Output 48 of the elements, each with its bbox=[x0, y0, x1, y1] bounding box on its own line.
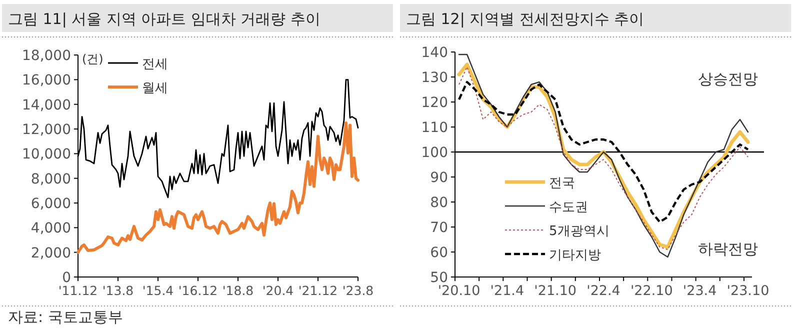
line-series bbox=[76, 121, 360, 254]
x-tick-label: '22.4 bbox=[586, 283, 620, 299]
x-tick-label: '23.4 bbox=[682, 283, 717, 299]
legend-label: 기타지방 bbox=[549, 248, 601, 263]
x-tick-label: '21.4 bbox=[490, 283, 524, 299]
y-tick-label: 6,000 bbox=[30, 196, 71, 212]
chart-title: 그림 11| 서울 지역 아파트 임대차 거래량 추이 bbox=[8, 10, 321, 28]
y-tick-label: 120 bbox=[421, 95, 448, 111]
y-tick-label: 90 bbox=[430, 170, 448, 186]
y-tick-label: 130 bbox=[421, 70, 448, 86]
y-tick-label: 12,000 bbox=[22, 122, 71, 138]
y-tick-label: 8,000 bbox=[30, 171, 71, 188]
legend-label: 월세 bbox=[142, 81, 168, 96]
x-tick-label: '23.10 bbox=[726, 283, 770, 299]
x-tick-label: '22.10 bbox=[630, 283, 673, 299]
x-tick-label: '13.8 bbox=[102, 283, 134, 298]
x-tick-label: '23.8 bbox=[342, 283, 374, 298]
y-tick-label: 0 bbox=[62, 270, 71, 286]
y-tick-label: 60 bbox=[430, 245, 448, 261]
y-tick-label: 100 bbox=[421, 145, 448, 161]
annotation: 상승전망 bbox=[698, 70, 758, 88]
y-tick-label: 14,000 bbox=[22, 97, 71, 114]
y-tick-label: 18,000 bbox=[22, 48, 71, 64]
x-tick-label: '20.10 bbox=[438, 283, 480, 299]
x-tick-label: '16.12 bbox=[178, 283, 218, 298]
y-tick-label: 70 bbox=[430, 220, 448, 236]
chart-title: 그림 12| 지역별 전세전망지수 추이 bbox=[406, 10, 644, 28]
y-tick-label: 4,000 bbox=[30, 220, 71, 237]
y-tick-label: 110 bbox=[421, 120, 448, 136]
text: 자료: 국토교통부 bbox=[8, 308, 123, 326]
x-tick-label: '21.10 bbox=[534, 283, 577, 299]
x-tick-label: '15.4 bbox=[142, 283, 174, 298]
x-tick-label: '20.4 bbox=[262, 283, 294, 298]
legend-label: 수도권 bbox=[549, 200, 588, 215]
x-tick-label: '21.12 bbox=[298, 283, 338, 298]
y-tick-label: 50 bbox=[430, 270, 448, 286]
annotation: 하락전망 bbox=[698, 240, 758, 258]
legend-label: 전세 bbox=[142, 57, 168, 72]
legend-label: 5개광역시 bbox=[549, 224, 610, 239]
y-tick-label: 16,000 bbox=[22, 72, 71, 89]
legend-label: 전국 bbox=[549, 176, 575, 191]
x-tick-label: '11.12 bbox=[58, 283, 98, 298]
y-tick-label: 80 bbox=[430, 195, 448, 211]
y-tick-label: 140 bbox=[421, 45, 448, 61]
y-axis-title: (건) bbox=[82, 52, 104, 66]
y-tick-label: 2,000 bbox=[30, 245, 71, 262]
x-tick-label: '18.8 bbox=[222, 283, 254, 298]
y-tick-label: 10,000 bbox=[22, 146, 71, 163]
